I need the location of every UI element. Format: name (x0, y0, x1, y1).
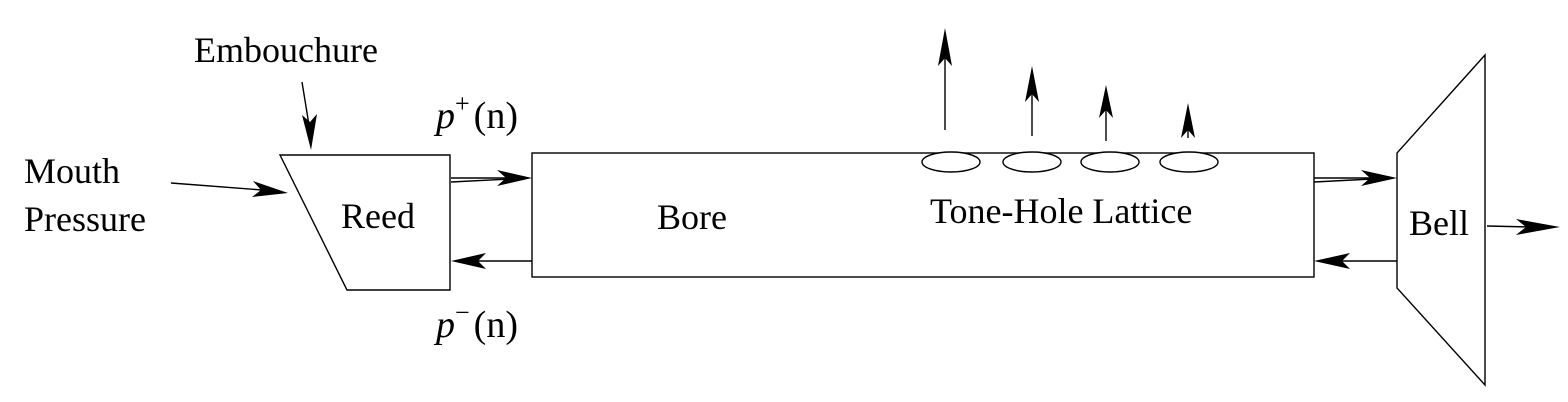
mouth-pressure-label-line2: Pressure (24, 199, 146, 239)
forward-wave-label: p+ (n) (433, 89, 518, 137)
bell-block (1396, 53, 1486, 387)
bell-output-arrow (1486, 219, 1560, 235)
forward-wave-superscript: + (455, 89, 470, 118)
bore-tube (531, 152, 1315, 278)
reed-label: Reed (341, 196, 415, 236)
tone-hole (1002, 151, 1062, 173)
tone-hole (1159, 151, 1219, 173)
embouchure-arrow (301, 81, 317, 150)
radiation-arrow (1099, 85, 1113, 141)
tone-hole (921, 151, 981, 173)
tone-hole (1080, 151, 1140, 173)
mouth-pressure-arrow (170, 181, 288, 197)
backward-wave-superscript: − (455, 298, 470, 327)
radiation-arrow (1181, 103, 1195, 138)
mouth-pressure-label-line1: Mouth (24, 151, 120, 191)
forward-wave-arrow-reed-to-bore (450, 170, 532, 186)
backward-wave-arrow-bell-to-bore (1314, 253, 1397, 269)
tone-hole-lattice-label: Tone-Hole Lattice (930, 191, 1192, 231)
backward-wave-label: p− (n) (433, 298, 518, 346)
embouchure-label: Embouchure (194, 30, 378, 70)
backward-wave-symbol: p (433, 304, 455, 346)
bell-label: Bell (1409, 203, 1469, 243)
backward-wave-argument: (n) (474, 304, 518, 346)
bore-label: Bore (657, 197, 727, 237)
backward-wave-arrow-bore-to-reed (451, 253, 532, 269)
radiation-arrow (1025, 66, 1039, 136)
forward-wave-symbol: p (433, 95, 455, 137)
forward-wave-argument: (n) (474, 95, 518, 137)
forward-wave-arrow-bore-to-bell (1313, 170, 1397, 186)
reed-block (278, 154, 451, 291)
tone-hole-radiation-arrows (938, 28, 1195, 141)
radiation-arrow (938, 28, 952, 130)
tone-holes (921, 151, 1219, 173)
